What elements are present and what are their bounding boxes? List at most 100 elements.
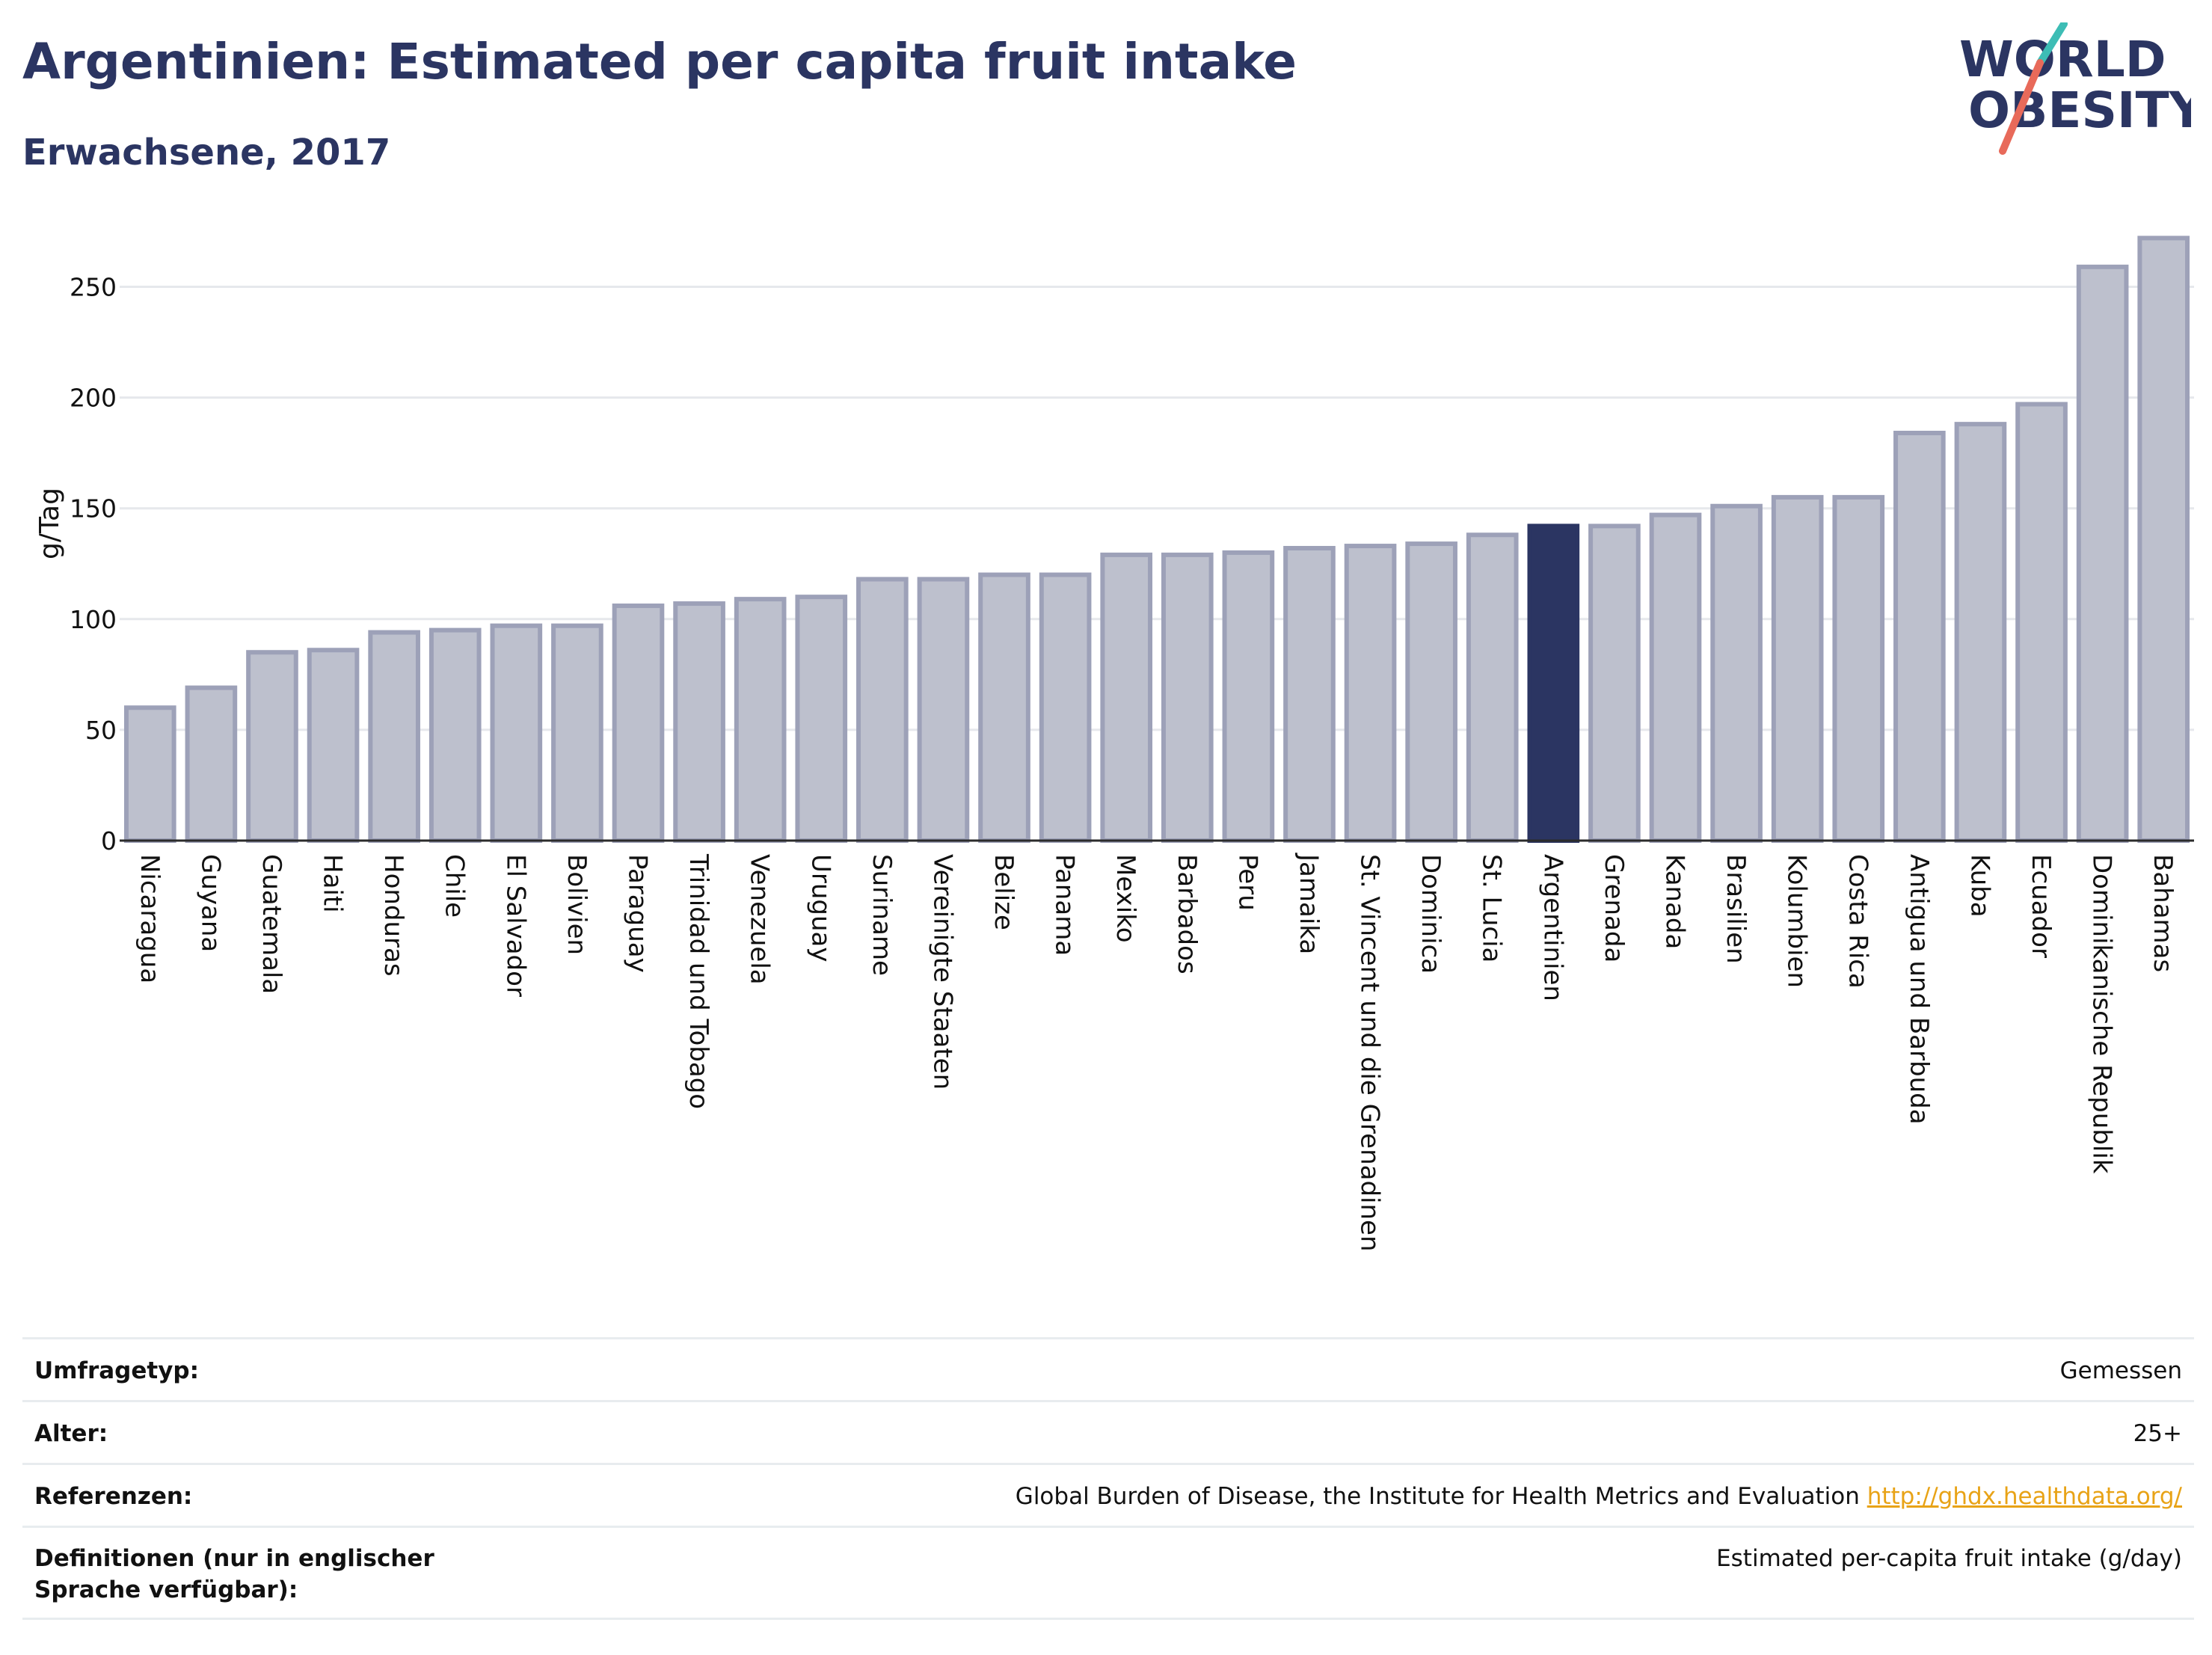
bar-panama bbox=[1039, 572, 1092, 843]
info-label: Referenzen: bbox=[34, 1483, 193, 1510]
bar-jamaika bbox=[1283, 546, 1336, 843]
x-tick-labels: Nicaragua Guyana Guatemala Haiti Honduras Chi… bbox=[135, 853, 2178, 1252]
logo-line-1: WORLD bbox=[1959, 31, 2166, 88]
x-tick-label: Bolivien bbox=[562, 854, 592, 955]
info-value: Gemessen bbox=[2059, 1357, 2182, 1384]
bar-argentinien bbox=[1527, 523, 1580, 843]
x-tick-label: Antigua und Barbuda bbox=[1904, 854, 1934, 1125]
y-tick-label: 0 bbox=[101, 826, 117, 856]
bar-peru bbox=[1222, 550, 1275, 843]
bar-belize bbox=[978, 572, 1030, 843]
bar-dominica bbox=[1405, 541, 1457, 843]
bar-ecuador bbox=[2015, 402, 2068, 843]
bar-st-vincent-und-die-grenadinen bbox=[1344, 544, 1397, 844]
bar-guatemala bbox=[246, 650, 298, 843]
x-tick-label: Kolumbien bbox=[1782, 854, 1812, 988]
bar-nicaragua bbox=[123, 705, 176, 844]
bar-trinidad-und-tobago bbox=[673, 601, 725, 843]
bar-kolumbien bbox=[1771, 494, 1824, 843]
x-tick-label: Mexiko bbox=[1110, 854, 1140, 943]
chart-title: Argentinien: Estimated per capita fruit … bbox=[22, 33, 1297, 90]
x-tick-label: Nicaragua bbox=[135, 854, 165, 983]
info-label: Definitionen (nur in englischer Sprache … bbox=[34, 1545, 434, 1603]
x-tick-label: Guatemala bbox=[256, 854, 286, 994]
bar-suriname bbox=[856, 577, 909, 843]
bar-kuba bbox=[1954, 422, 2007, 843]
x-tick-label: Belize bbox=[989, 854, 1019, 930]
info-row-age: Alter: 25+ bbox=[22, 1400, 2194, 1463]
x-tick-label: Brasilien bbox=[1721, 854, 1751, 964]
info-label: Umfragetyp: bbox=[34, 1357, 199, 1384]
x-tick-label: Kuba bbox=[1964, 854, 1994, 918]
x-tick-label: Trinidad und Tobago bbox=[683, 853, 713, 1109]
info-value: 25+ bbox=[2133, 1420, 2182, 1447]
x-tick-label: Vereinigte Staaten bbox=[927, 854, 957, 1090]
info-value: Estimated per-capita fruit intake (g/day… bbox=[1716, 1545, 2182, 1572]
references-link[interactable]: http://ghdx.healthdata.org/ bbox=[1867, 1483, 2182, 1510]
info-row-survey-type: Umfragetyp: Gemessen bbox=[22, 1337, 2194, 1400]
bar-honduras bbox=[368, 630, 420, 844]
x-tick-label: St. Lucia bbox=[1477, 854, 1507, 962]
bar-barbados bbox=[1161, 552, 1214, 843]
x-tick-label: Honduras bbox=[378, 854, 408, 977]
bar-mexiko bbox=[1100, 552, 1153, 843]
bar-bahamas bbox=[2137, 236, 2190, 843]
x-tick-label: Dominica bbox=[1416, 854, 1446, 974]
bar-el-salvador bbox=[490, 623, 543, 843]
info-value-references: Global Burden of Disease, the Institute … bbox=[1016, 1481, 2182, 1512]
bar-dominikanische-republik bbox=[2076, 264, 2129, 844]
world-obesity-logo: WORLD OBESITY bbox=[1959, 22, 2191, 155]
bar-st-lucia bbox=[1466, 532, 1519, 844]
bar-paraguay bbox=[612, 604, 665, 843]
bar-chile bbox=[428, 627, 482, 843]
bar-venezuela bbox=[734, 597, 787, 844]
info-table: Umfragetyp: Gemessen Alter: 25+ Referenz… bbox=[22, 1337, 2194, 1620]
info-label: Alter: bbox=[34, 1420, 108, 1447]
bar-costa-rica bbox=[1832, 494, 1885, 843]
bar-uruguay bbox=[795, 595, 848, 843]
x-tick-label: Peru bbox=[1232, 854, 1262, 911]
x-tick-label: Uruguay bbox=[805, 854, 835, 962]
bar-haiti bbox=[307, 648, 360, 843]
x-tick-label: Dominikanische Republik bbox=[2087, 854, 2117, 1174]
bar-chart: 0 50 100 150 200 250 Nicaragua Guyana Guatemala… bbox=[34, 236, 2194, 1252]
bars bbox=[123, 236, 2190, 844]
logo-slash-teal bbox=[2036, 22, 2068, 67]
y-tick-label: 50 bbox=[85, 716, 117, 745]
x-tick-label: Jamaika bbox=[1294, 853, 1324, 954]
bar-guyana bbox=[185, 685, 238, 844]
x-tick-label: El Salvador bbox=[500, 854, 530, 997]
x-tick-label: St. Vincent und die Grenadinen bbox=[1355, 854, 1385, 1252]
references-text: Global Burden of Disease, the Institute … bbox=[1015, 1483, 1860, 1510]
x-tick-label: Costa Rica bbox=[1843, 854, 1872, 989]
bar-vereinigte-staaten bbox=[917, 577, 970, 843]
info-row-references: Referenzen: Global Burden of Disease, th… bbox=[22, 1463, 2194, 1526]
chart-subtitle: Erwachsene, 2017 bbox=[22, 132, 391, 174]
x-tick-label: Venezuela bbox=[745, 854, 775, 985]
y-tick-label: 250 bbox=[70, 273, 117, 302]
bar-grenada bbox=[1588, 523, 1641, 843]
y-tick-labels: 0 50 100 150 200 250 bbox=[70, 273, 117, 856]
y-axis-label: g/Tag bbox=[34, 488, 65, 559]
x-tick-label: Suriname bbox=[867, 854, 897, 976]
bar-antigua-und-barbuda bbox=[1893, 430, 1946, 843]
info-row-definitions: Definitionen (nur in englischer Sprache … bbox=[22, 1526, 2194, 1620]
y-tick-label: 150 bbox=[70, 494, 117, 523]
x-tick-label: Chile bbox=[440, 854, 470, 918]
x-tick-label: Panama bbox=[1050, 854, 1080, 956]
y-tick-label: 200 bbox=[70, 384, 117, 413]
x-tick-label: Argentinien bbox=[1537, 854, 1567, 1001]
y-tick-label: 100 bbox=[70, 605, 117, 634]
x-tick-label: Guyana bbox=[195, 854, 225, 952]
bar-bolivien bbox=[551, 623, 603, 843]
x-tick-label: Ecuador bbox=[2026, 854, 2056, 958]
x-tick-label: Kanada bbox=[1660, 854, 1690, 949]
x-tick-label: Haiti bbox=[318, 854, 348, 913]
logo-slash-coral bbox=[1999, 59, 2044, 155]
x-tick-label: Paraguay bbox=[623, 854, 653, 973]
x-tick-label: Bahamas bbox=[2148, 854, 2178, 972]
x-tick-label: Grenada bbox=[1599, 854, 1629, 962]
bar-kanada bbox=[1649, 512, 1702, 843]
bar-brasilien bbox=[1710, 503, 1763, 843]
logo-line-2: OBESITY bbox=[1968, 82, 2191, 139]
